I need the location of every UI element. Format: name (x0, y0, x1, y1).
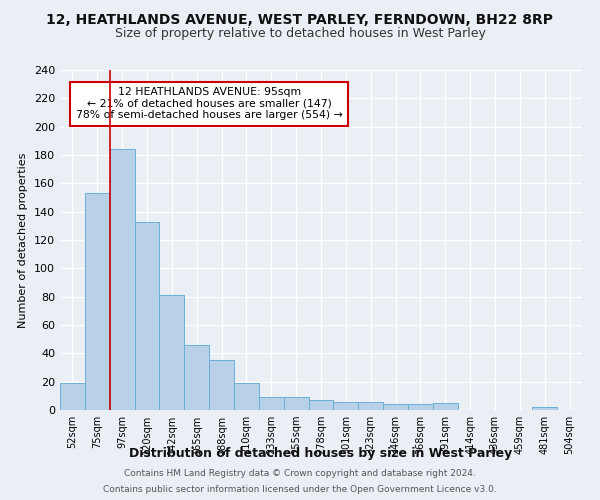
Text: Size of property relative to detached houses in West Parley: Size of property relative to detached ho… (115, 28, 485, 40)
Bar (358, 402, 383, 410)
Y-axis label: Number of detached properties: Number of detached properties (19, 152, 28, 328)
Bar (433, 403, 458, 410)
Text: 12, HEATHLANDS AVENUE, WEST PARLEY, FERNDOWN, BH22 8RP: 12, HEATHLANDS AVENUE, WEST PARLEY, FERN… (47, 12, 554, 26)
Bar (532, 407, 557, 410)
Bar (383, 404, 408, 410)
Text: Distribution of detached houses by size in West Parley: Distribution of detached houses by size … (130, 448, 512, 460)
Bar (408, 404, 433, 410)
Bar (209, 360, 234, 410)
Bar (234, 383, 259, 410)
Text: Contains HM Land Registry data © Crown copyright and database right 2024.: Contains HM Land Registry data © Crown c… (124, 468, 476, 477)
Bar (85, 193, 110, 410)
Bar (284, 397, 308, 410)
Bar (334, 402, 358, 410)
Bar (259, 397, 284, 410)
Text: 12 HEATHLANDS AVENUE: 95sqm
← 21% of detached houses are smaller (147)
78% of se: 12 HEATHLANDS AVENUE: 95sqm ← 21% of det… (76, 87, 343, 120)
Bar (110, 150, 134, 410)
Text: Contains public sector information licensed under the Open Government Licence v3: Contains public sector information licen… (103, 485, 497, 494)
Bar (308, 400, 334, 410)
Bar (184, 345, 209, 410)
Bar (60, 383, 85, 410)
Bar (160, 295, 184, 410)
Bar (134, 222, 160, 410)
